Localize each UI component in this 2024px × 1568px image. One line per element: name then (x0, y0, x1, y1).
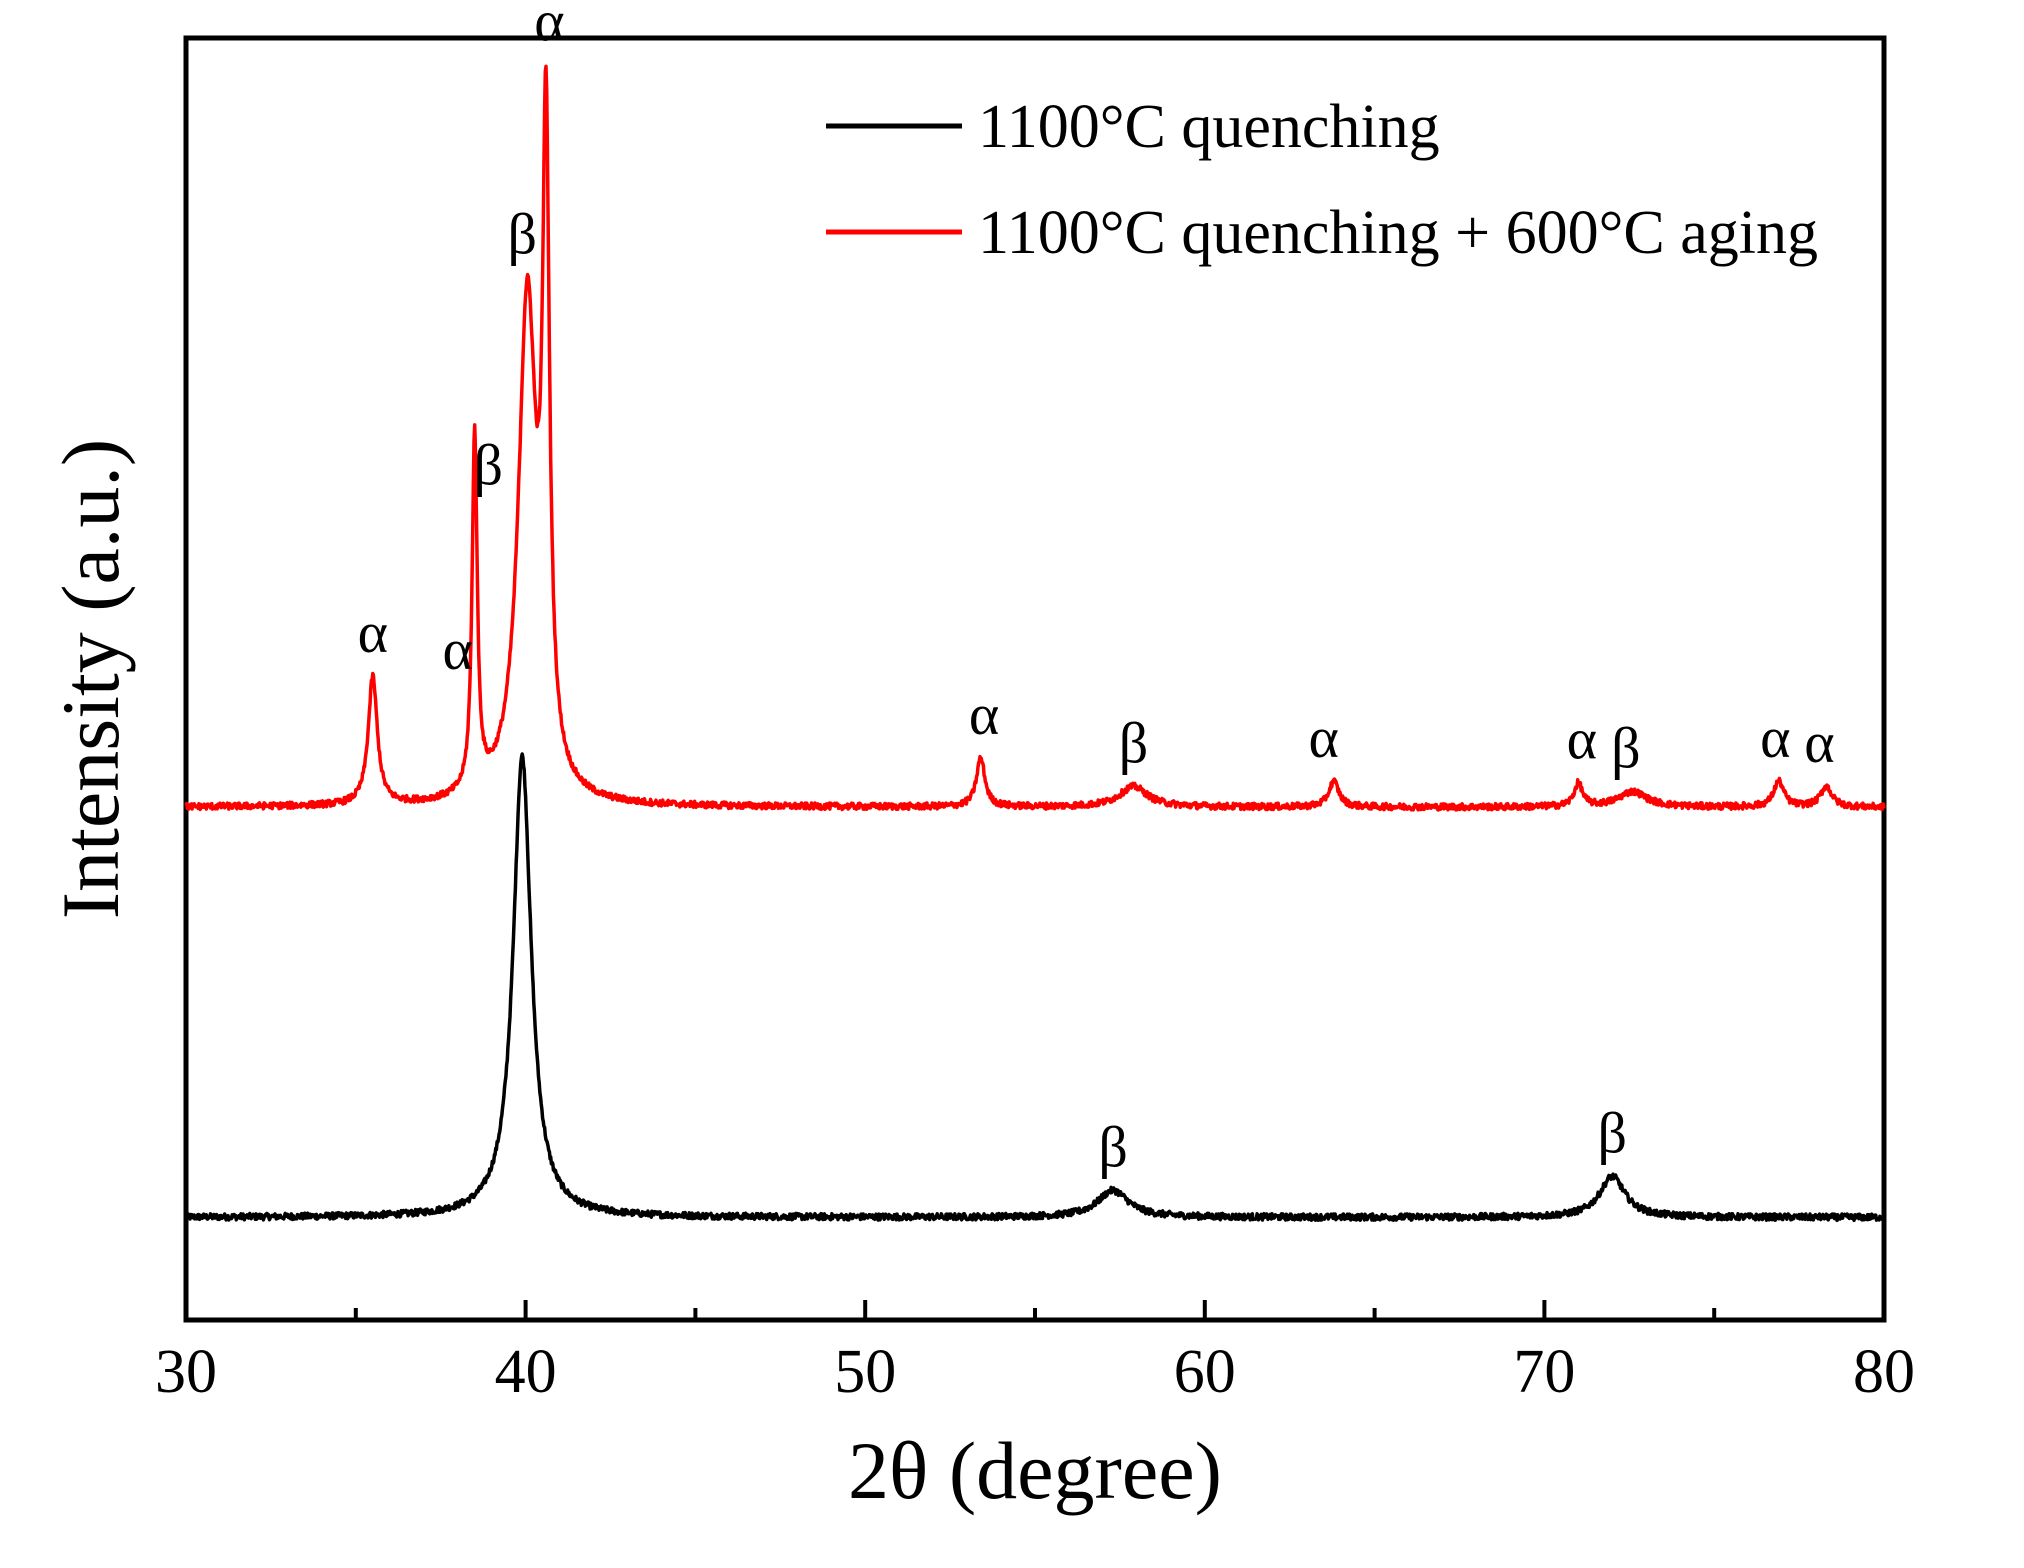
peak-label-1-8: α (1567, 707, 1597, 772)
series-layer (184, 64, 1886, 1223)
series-line-1 (184, 64, 1886, 812)
x-tick-label-80: 80 (1853, 1338, 1915, 1406)
peak-label-1-9: β (1611, 715, 1641, 780)
peak-label-1-10: α (1760, 705, 1790, 770)
peak-label-1-0: α (358, 600, 388, 665)
x-axis-title: 2θ (degree) (848, 1425, 1222, 1516)
peak-label-0-1: β (1598, 1100, 1628, 1165)
x-tick-label-40: 40 (495, 1338, 557, 1406)
series-line-0 (184, 752, 1886, 1223)
x-tick-label-30: 30 (155, 1338, 217, 1406)
peak-label-1-5: α (969, 682, 999, 747)
legend: 1100°C quenching 1100°C quenching + 600°… (826, 93, 1818, 267)
peak-label-1-2: β (473, 433, 503, 498)
peak-label-1-1: α (443, 617, 473, 682)
y-axis-title: Intensity (a.u.) (45, 439, 136, 919)
x-tick-label-50: 50 (834, 1338, 896, 1406)
x-tick-label-70: 70 (1513, 1338, 1575, 1406)
legend-label-aging: 1100°C quenching + 600°C aging (978, 199, 1818, 267)
x-axis: 30 40 50 60 70 80 (155, 1300, 1915, 1406)
peak-label-1-6: β (1119, 710, 1149, 775)
peak-label-1-3: β (507, 201, 537, 266)
legend-label-quenching: 1100°C quenching (978, 93, 1440, 161)
peak-label-1-4: α (534, 0, 564, 54)
peak-label-0-0: β (1098, 1114, 1128, 1179)
x-tick-label-60: 60 (1174, 1338, 1236, 1406)
peak-label-1-11: α (1804, 710, 1834, 775)
peak-label-1-7: α (1309, 705, 1339, 770)
